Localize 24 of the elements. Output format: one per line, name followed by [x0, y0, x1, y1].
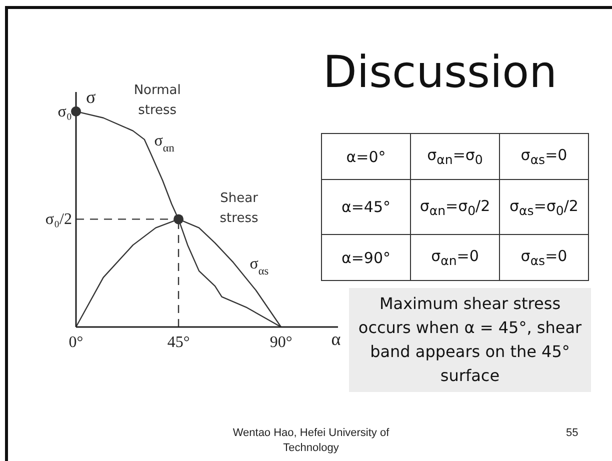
x-tick-label: 45°	[167, 334, 190, 351]
y-axis-title: σ	[86, 87, 96, 107]
text: σ$_{αn}$=σ$_{0}$	[410, 134, 500, 180]
text: σ$_{αs}$=0	[500, 234, 588, 280]
text: σ$_{αn}$=σ$_{0}$/2	[410, 180, 500, 234]
annotation: σ₀/2	[45, 211, 72, 228]
series-label: Shear stress	[220, 190, 259, 226]
annotation: σ$_{αn}$	[154, 132, 175, 154]
text: σ$_{αn}$=0	[410, 234, 500, 280]
x-tick-label: 90°	[270, 334, 292, 351]
x-tick-label: 0°	[68, 334, 84, 351]
text: σ$_{αs}$=σ$_{0}$/2	[500, 180, 588, 234]
text: α=90°	[322, 234, 410, 280]
text: 55	[566, 426, 578, 441]
text: Wentao Hao, Hefei University of Technology	[232, 426, 390, 456]
text: Maximum shear stress occurs when α = 45°, shear band appears on the 45° surface	[357, 293, 583, 387]
text: Discussion	[322, 47, 558, 99]
text: α=45°	[322, 180, 410, 234]
annotation: σ$_{αs}$	[250, 255, 269, 278]
text: σ$_{αs}$=0	[500, 134, 588, 180]
series-label: Normal stress	[134, 82, 181, 118]
x-axis-title: α	[331, 329, 342, 349]
annotation: σ₀	[58, 103, 72, 120]
text: α=0°	[322, 134, 410, 180]
